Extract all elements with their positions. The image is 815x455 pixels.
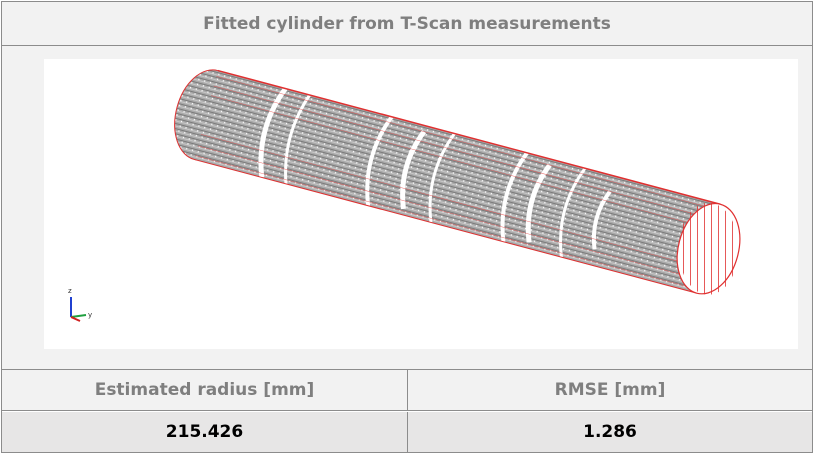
cylinder-image: z y: [68, 69, 741, 322]
table-cell: 1.286: [408, 412, 812, 452]
figure: z y: [44, 59, 798, 349]
axis-label: y: [88, 311, 92, 319]
table-cell: 215.426: [2, 412, 408, 452]
cylinder: [174, 69, 741, 295]
figure-row: z y: [2, 46, 812, 370]
axis-triad: z y: [68, 287, 92, 322]
column-header: Estimated radius [mm]: [2, 370, 408, 411]
table-title: Fitted cylinder from T-Scan measurements: [2, 2, 812, 46]
column-header: RMSE [mm]: [408, 370, 812, 411]
axis-label: z: [68, 287, 72, 295]
